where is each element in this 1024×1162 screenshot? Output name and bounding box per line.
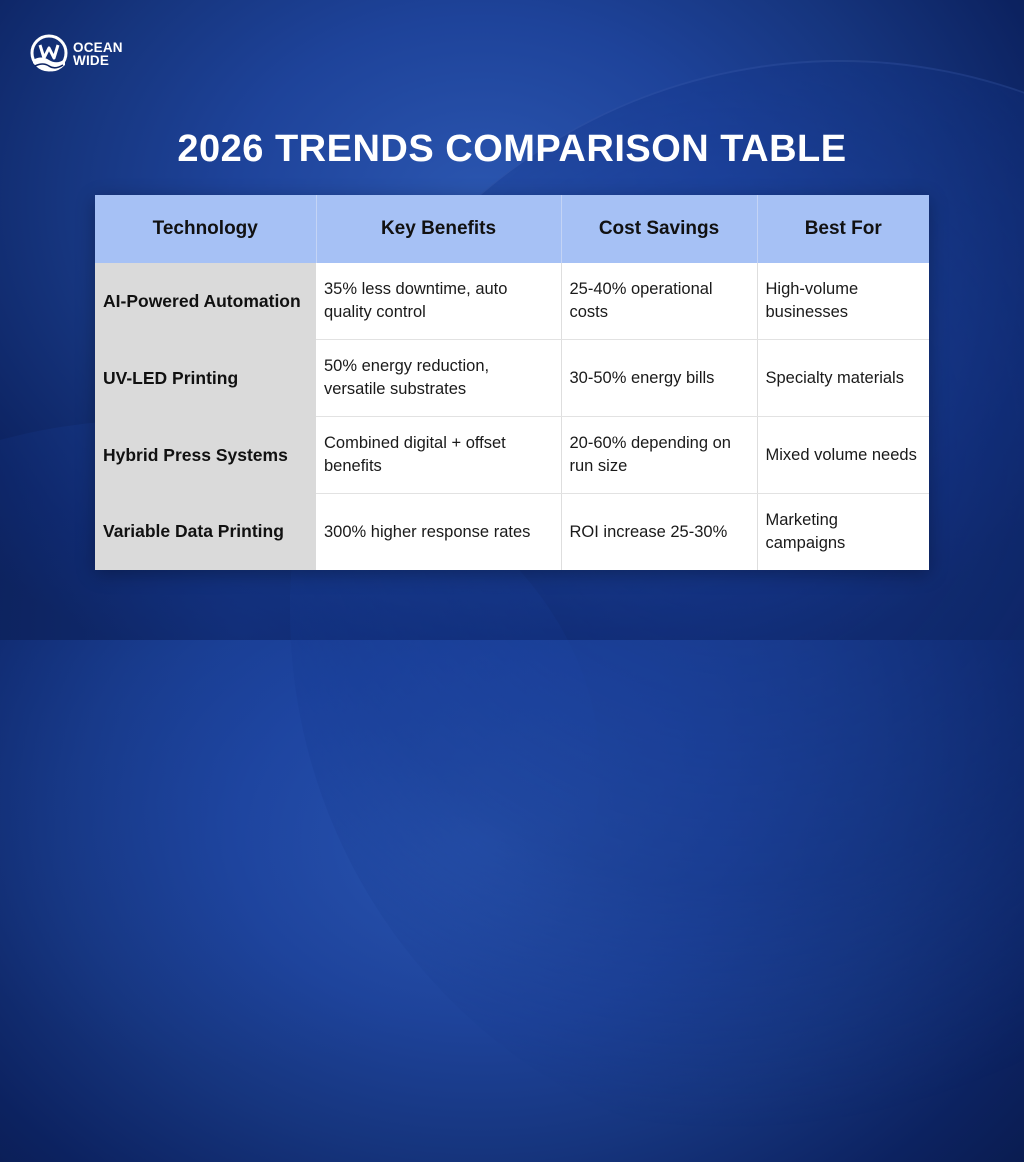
cost-savings-cell: ROI increase 25-30% bbox=[561, 493, 758, 570]
key-benefits-cell: 300% higher response rates bbox=[316, 493, 562, 570]
best-for-cell: Marketing campaigns bbox=[757, 493, 929, 570]
table-row: Variable Data Printing 300% higher respo… bbox=[95, 493, 929, 570]
brand-name-line2: WIDE bbox=[73, 53, 110, 68]
brand-name-line1: OCEAN bbox=[73, 40, 123, 55]
technology-cell: AI-Powered Automation bbox=[95, 263, 316, 340]
ocean-wave-w-icon bbox=[30, 34, 68, 72]
key-benefits-cell: 35% less downtime, auto quality control bbox=[316, 263, 562, 340]
header-technology: Technology bbox=[95, 195, 317, 263]
table-row: Hybrid Press Systems Combined digital + … bbox=[95, 416, 929, 494]
cost-savings-cell: 30-50% energy bills bbox=[561, 339, 758, 417]
key-benefits-cell: Combined digital + offset benefits bbox=[316, 416, 562, 494]
technology-cell: Hybrid Press Systems bbox=[95, 416, 316, 494]
brand-logo: OCEAN WIDE bbox=[29, 33, 123, 75]
key-benefits-cell: 50% energy reduction, versatile substrat… bbox=[316, 339, 562, 417]
technology-cell: Variable Data Printing bbox=[95, 493, 316, 570]
table-header-row: Technology Key Benefits Cost Savings Bes… bbox=[95, 195, 929, 263]
page-title: 2026 TRENDS COMPARISON TABLE bbox=[177, 128, 847, 170]
best-for-cell: Specialty materials bbox=[757, 339, 929, 417]
best-for-cell: High-volume businesses bbox=[757, 263, 929, 340]
best-for-cell: Mixed volume needs bbox=[757, 416, 929, 494]
table-row: AI-Powered Automation 35% less downtime,… bbox=[95, 263, 929, 340]
technology-cell: UV-LED Printing bbox=[95, 339, 316, 417]
cost-savings-cell: 20-60% depending on run size bbox=[561, 416, 758, 494]
header-best-for: Best For bbox=[757, 195, 929, 263]
header-cost-savings: Cost Savings bbox=[561, 195, 758, 263]
table-row: UV-LED Printing 50% energy reduction, ve… bbox=[95, 339, 929, 417]
comparison-table: Technology Key Benefits Cost Savings Bes… bbox=[95, 195, 929, 570]
header-key-benefits: Key Benefits bbox=[316, 195, 562, 263]
cost-savings-cell: 25-40% operational costs bbox=[561, 263, 758, 340]
